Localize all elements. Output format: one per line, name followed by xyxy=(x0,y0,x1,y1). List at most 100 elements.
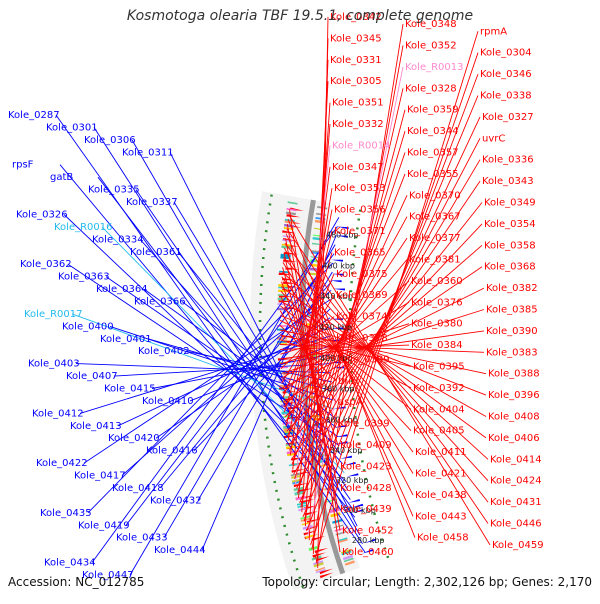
reverse-gene-mark xyxy=(343,462,356,466)
left-gene-label: Kole_0362 xyxy=(20,259,72,270)
right-gene-label: Kole_R0013 xyxy=(405,62,464,73)
right-gene-label: Kole_0378 xyxy=(336,333,388,344)
left-gene-label: Kole_0432 xyxy=(150,495,202,506)
left-gene-label: Kole_0402 xyxy=(138,346,190,357)
tick-labels: 280 kbp 300 kbp 320 kbp 340 kbp 360 kbp 380 k… xyxy=(319,231,384,545)
leader-line xyxy=(135,189,351,500)
left-gene-label: Kole_0412 xyxy=(32,408,84,419)
right-gene-label: Kole_0348 xyxy=(405,19,457,30)
reverse-gene-mark xyxy=(331,259,344,262)
leader-line xyxy=(105,276,339,437)
right-gene-label: Kole_0439 xyxy=(340,504,392,515)
right-gene-label: Kole_0338 xyxy=(480,90,532,101)
label-leaders xyxy=(55,16,491,576)
right-gene-label: Kole_0395 xyxy=(413,362,465,373)
genome-summary: Topology: circular; Length: 2,302,126 bp… xyxy=(262,575,592,589)
right-gene-label: Kole_0353 xyxy=(334,183,386,194)
right-gene-label: Kole_0423 xyxy=(340,461,392,472)
right-gene-label: Kole_0411 xyxy=(415,447,467,458)
leader-line xyxy=(280,330,485,360)
leader-line xyxy=(173,201,349,491)
leader-line xyxy=(201,235,337,551)
left-gene-label: Kole_0407 xyxy=(66,371,118,382)
right-gene-label: Kole_0369 xyxy=(336,290,388,301)
leader-line xyxy=(286,223,341,531)
right-gene-label: uvrC xyxy=(482,133,505,144)
left-gene-label: Kole_0410 xyxy=(142,396,194,407)
right-gene-label: thiH xyxy=(338,376,359,387)
right-gene-label: Kole_0431 xyxy=(490,497,542,508)
right-gene-label: Kole_0380 xyxy=(411,319,463,330)
right-gene-label: Kole_0383 xyxy=(486,347,538,358)
right-gene-label: Kole_0460 xyxy=(342,547,394,558)
right-gene-label: Kole_0408 xyxy=(488,411,540,422)
left-gene-label: Kole_0401 xyxy=(100,334,152,345)
right-gene-label: Kole_0327 xyxy=(482,112,534,123)
leader-line xyxy=(287,218,416,538)
leader-line xyxy=(284,242,489,503)
leader-line xyxy=(93,127,363,545)
cog-block xyxy=(344,560,355,566)
leader-line xyxy=(293,159,481,475)
right-gene-label: Kole_0358 xyxy=(484,240,536,251)
tick-label: 280 kbp xyxy=(352,536,385,545)
right-gene-label: Kole_0443 xyxy=(415,511,467,522)
right-gene-label: aspA xyxy=(338,397,363,408)
right-gene-label: Kole_0388 xyxy=(488,369,540,380)
cog-block xyxy=(305,534,316,539)
map-title: Kosmotoga olearia TBF 19.5.1, complete g… xyxy=(126,8,474,24)
leader-line xyxy=(125,253,335,526)
leader-line xyxy=(129,217,340,576)
right-gene-label: Kole_0356 xyxy=(334,205,386,216)
right-gene-label: Kole_0376 xyxy=(411,297,463,308)
forward-gene-mark xyxy=(285,267,300,270)
right-gene-label: Kole_0384 xyxy=(411,340,463,351)
leader-line xyxy=(281,309,485,374)
leader-line xyxy=(280,286,487,439)
cog-block xyxy=(342,554,354,561)
leader-line xyxy=(283,252,333,413)
leader-line xyxy=(197,271,333,501)
reverse-gene-mark xyxy=(335,235,348,238)
cog-block xyxy=(315,568,326,574)
left-gene-label: Kole_0366 xyxy=(134,296,186,307)
reverse-gene-mark xyxy=(329,280,342,283)
right-gene-label: Kole_0332 xyxy=(332,119,384,130)
leader-line xyxy=(121,289,332,476)
left-gene-label: Kole_0334 xyxy=(92,234,144,245)
right-gene-label: Kole_0345 xyxy=(330,33,382,44)
leader-line xyxy=(282,287,485,389)
right-gene-label: Kole_0396 xyxy=(488,390,540,401)
right-gene-label: Kole_0342 xyxy=(330,12,382,23)
left-gene-label: rpsF xyxy=(12,160,34,171)
leader-line xyxy=(285,238,339,510)
reverse-gene-mark xyxy=(364,538,377,544)
right-gene-label: Kole_0377 xyxy=(409,233,461,244)
right-gene-label: Kole_0349 xyxy=(484,197,536,208)
right-gene-label: Kole_0354 xyxy=(484,219,536,230)
cog-block xyxy=(284,220,295,224)
reverse-gene-mark xyxy=(335,434,348,438)
right-gene-label: Kole_0438 xyxy=(415,490,467,501)
leader-line xyxy=(279,315,487,396)
cog-block xyxy=(298,507,309,512)
leader-line xyxy=(71,313,335,410)
cog-block xyxy=(337,538,348,544)
right-gene-label: Kole_0405 xyxy=(413,426,465,437)
right-gene-label: Kole_0382 xyxy=(486,283,538,294)
forward-gene-mark xyxy=(319,572,334,579)
cog-block xyxy=(283,430,294,434)
tick-label: 380 kbp xyxy=(322,385,355,394)
leader-line xyxy=(289,209,341,553)
cog-block xyxy=(277,289,288,293)
leader-line xyxy=(117,326,331,427)
cog-block xyxy=(337,537,348,542)
forward-gene-mark xyxy=(315,556,330,562)
right-gene-label: Kole_0390 xyxy=(486,326,538,337)
cog-block xyxy=(283,227,294,230)
cog-block xyxy=(285,211,296,216)
right-gene-label: Kole_0414 xyxy=(490,454,542,465)
cog-block xyxy=(332,519,343,524)
